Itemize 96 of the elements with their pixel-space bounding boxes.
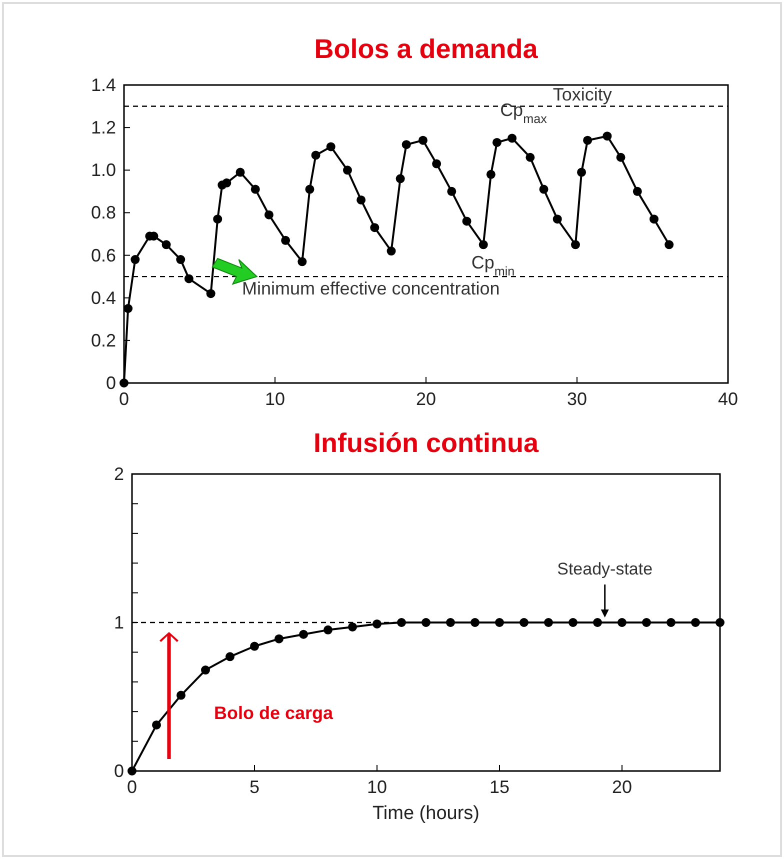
point (206, 289, 216, 298)
point (568, 618, 578, 627)
point (226, 652, 234, 662)
point (664, 240, 674, 250)
point (386, 246, 396, 256)
y-tick-label: 0 (106, 373, 116, 393)
annotation: Cp$_{min}$ (471, 252, 515, 279)
point (539, 184, 548, 194)
point (201, 666, 210, 675)
chart-title: Infusión continua (314, 428, 540, 458)
point (372, 619, 382, 628)
x-tick-label: 20 (612, 777, 632, 797)
point (618, 618, 626, 627)
point (544, 618, 553, 627)
point (311, 150, 320, 160)
y-tick-label: 0.2 (90, 330, 116, 350)
point (570, 240, 580, 250)
point (370, 223, 380, 232)
y-tick-label: 2 (114, 464, 124, 484)
y-tick-label: 1.0 (90, 160, 116, 180)
y-tick-label: 0.8 (90, 202, 116, 223)
point (162, 240, 171, 250)
point (478, 240, 488, 250)
point (666, 618, 676, 627)
point (486, 170, 496, 179)
point (264, 210, 274, 220)
x-tick-label: 0 (126, 777, 138, 797)
x-tick-label: 30 (566, 389, 588, 409)
point (552, 214, 562, 224)
x-tick-label: 15 (489, 777, 510, 797)
point (124, 304, 133, 313)
point (446, 618, 455, 627)
point (176, 690, 186, 700)
point (616, 152, 626, 162)
x-tick-label: 10 (366, 777, 388, 797)
point (298, 257, 307, 266)
point (432, 159, 442, 168)
annotation: Bolo de carga (214, 703, 334, 723)
point (495, 618, 504, 627)
annotation: Steady-state (557, 560, 653, 578)
point (470, 618, 480, 627)
point (120, 378, 128, 388)
point (130, 255, 140, 264)
point (213, 214, 222, 224)
point (508, 134, 517, 143)
x-tick-label: 40 (718, 389, 738, 409)
ref-line-label: Minimum effective concentration (242, 278, 500, 299)
y-tick-label: 0 (114, 761, 124, 781)
point (324, 625, 332, 634)
point (396, 174, 405, 184)
point (593, 618, 602, 627)
point (222, 178, 232, 188)
x-tick-label: 10 (264, 389, 286, 409)
x-axis-title: Time (hours) (372, 803, 480, 824)
point (526, 152, 535, 162)
point (176, 255, 186, 264)
point (250, 642, 259, 651)
point (492, 138, 502, 147)
point (250, 184, 260, 194)
point (418, 136, 428, 145)
point (281, 236, 290, 245)
x-tick-label: 5 (249, 777, 260, 797)
point (691, 618, 700, 627)
point (342, 166, 352, 175)
y-tick-label: 1.2 (90, 118, 116, 138)
chart-title: Bolos a demanda (314, 34, 539, 64)
ref-line-label: Toxicity (552, 84, 612, 104)
point (299, 630, 308, 639)
point (348, 622, 357, 632)
point (184, 274, 194, 284)
y-tick-label: 1.4 (90, 75, 116, 95)
point (632, 186, 642, 196)
point (397, 618, 406, 627)
point (422, 618, 430, 627)
point (274, 634, 284, 644)
point (236, 168, 245, 177)
point (520, 618, 528, 627)
y-tick-label: 0.6 (90, 245, 116, 266)
point (305, 184, 314, 194)
point (447, 186, 456, 196)
point (462, 216, 472, 226)
y-tick-label: 1 (114, 612, 124, 632)
point (642, 618, 651, 627)
point (402, 140, 411, 150)
point (128, 766, 136, 776)
point (716, 618, 724, 627)
point (326, 142, 336, 152)
point (577, 168, 586, 177)
point (583, 136, 592, 145)
y-tick-label: 0.4 (90, 288, 116, 308)
x-tick-label: 20 (416, 389, 436, 409)
point (650, 214, 659, 224)
point (152, 720, 161, 730)
point (356, 195, 366, 204)
annotation: Cp$_{max}$ (500, 100, 548, 126)
point (602, 132, 612, 141)
